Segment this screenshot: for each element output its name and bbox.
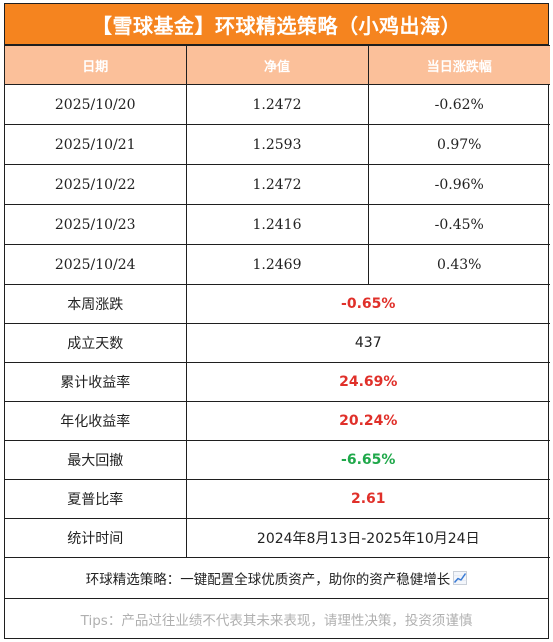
table-row: 2025/10/23 1.2416 -0.45% xyxy=(5,204,550,245)
nav-cell: 1.2416 xyxy=(185,204,369,245)
header-nav: 净值 xyxy=(185,45,369,85)
strategy-note: 环球精选策略：一键配置全球优质资产，助你的资产稳健增长 xyxy=(5,558,548,599)
header-change: 当日涨跌幅 xyxy=(367,45,550,85)
stat-row-cumulative-return: 累计收益率 24.69% xyxy=(5,362,550,402)
strategy-note-text: 环球精选策略：一键配置全球优质资产，助你的资产稳健增长 xyxy=(85,572,451,588)
change-cell: -0.62% xyxy=(367,84,550,125)
stat-label: 成立天数 xyxy=(5,323,187,363)
stat-row-annualized-return: 年化收益率 20.24% xyxy=(5,401,550,441)
disclaimer-tips: Tips：产品过往业绩不代表其未来表现，请理性决策，投资须谨慎 xyxy=(80,613,473,629)
table-row: 2025/10/21 1.2593 0.97% xyxy=(5,124,550,165)
fund-performance-card: 【雪球基金】环球精选策略（小鸡出海） 日期 净值 当日涨跌幅 2025/10/2… xyxy=(4,3,550,639)
date-cell: 2025/10/21 xyxy=(5,124,187,165)
nav-cell: 1.2472 xyxy=(185,164,369,205)
table-row: 2025/10/24 1.2469 0.43% xyxy=(5,244,550,285)
table-row: 2025/10/20 1.2472 -0.62% xyxy=(5,84,550,125)
stat-row-max-drawdown: 最大回撤 -6.65% xyxy=(5,440,550,480)
stat-label: 统计时间 xyxy=(5,518,187,558)
date-cell: 2025/10/22 xyxy=(5,164,187,205)
stat-row-statistics-period: 统计时间 2024年8月13日-2025年10月24日 xyxy=(5,518,550,558)
card-title: 【雪球基金】环球精选策略（小鸡出海） xyxy=(5,4,548,45)
stat-value: 24.69% xyxy=(185,362,550,402)
table-header-row: 日期 净值 当日涨跌幅 xyxy=(5,45,550,85)
date-cell: 2025/10/23 xyxy=(5,204,187,245)
stat-row-days-since-inception: 成立天数 437 xyxy=(5,323,550,363)
stat-label: 夏普比率 xyxy=(5,479,187,519)
stat-value: 2.61 xyxy=(185,479,550,519)
stat-value: -6.65% xyxy=(185,440,550,480)
nav-cell: 1.2469 xyxy=(185,244,369,285)
stat-value: -0.65% xyxy=(185,284,550,324)
nav-cell: 1.2472 xyxy=(185,84,369,125)
stat-value: 437 xyxy=(185,323,550,363)
date-cell: 2025/10/24 xyxy=(5,244,187,285)
stat-label: 累计收益率 xyxy=(5,362,187,402)
nav-cell: 1.2593 xyxy=(185,124,369,165)
stat-value: 2024年8月13日-2025年10月24日 xyxy=(185,518,550,558)
change-cell: 0.43% xyxy=(367,244,550,285)
stat-label: 本周涨跌 xyxy=(5,284,187,324)
nav-table: 日期 净值 当日涨跌幅 2025/10/20 1.2472 -0.62% 202… xyxy=(5,45,550,558)
stat-label: 年化收益率 xyxy=(5,401,187,441)
stat-row-sharpe-ratio: 夏普比率 2.61 xyxy=(5,479,550,519)
stat-row-weekly-change: 本周涨跌 -0.65% xyxy=(5,284,550,324)
stat-value: 20.24% xyxy=(185,401,550,441)
chart-increasing-icon xyxy=(453,571,468,585)
header-date: 日期 xyxy=(5,45,187,85)
change-cell: -0.45% xyxy=(367,204,550,245)
stat-label: 最大回撤 xyxy=(5,440,187,480)
date-cell: 2025/10/20 xyxy=(5,84,187,125)
change-cell: 0.97% xyxy=(367,124,550,165)
table-row: 2025/10/22 1.2472 -0.96% xyxy=(5,164,550,205)
change-cell: -0.96% xyxy=(367,164,550,205)
